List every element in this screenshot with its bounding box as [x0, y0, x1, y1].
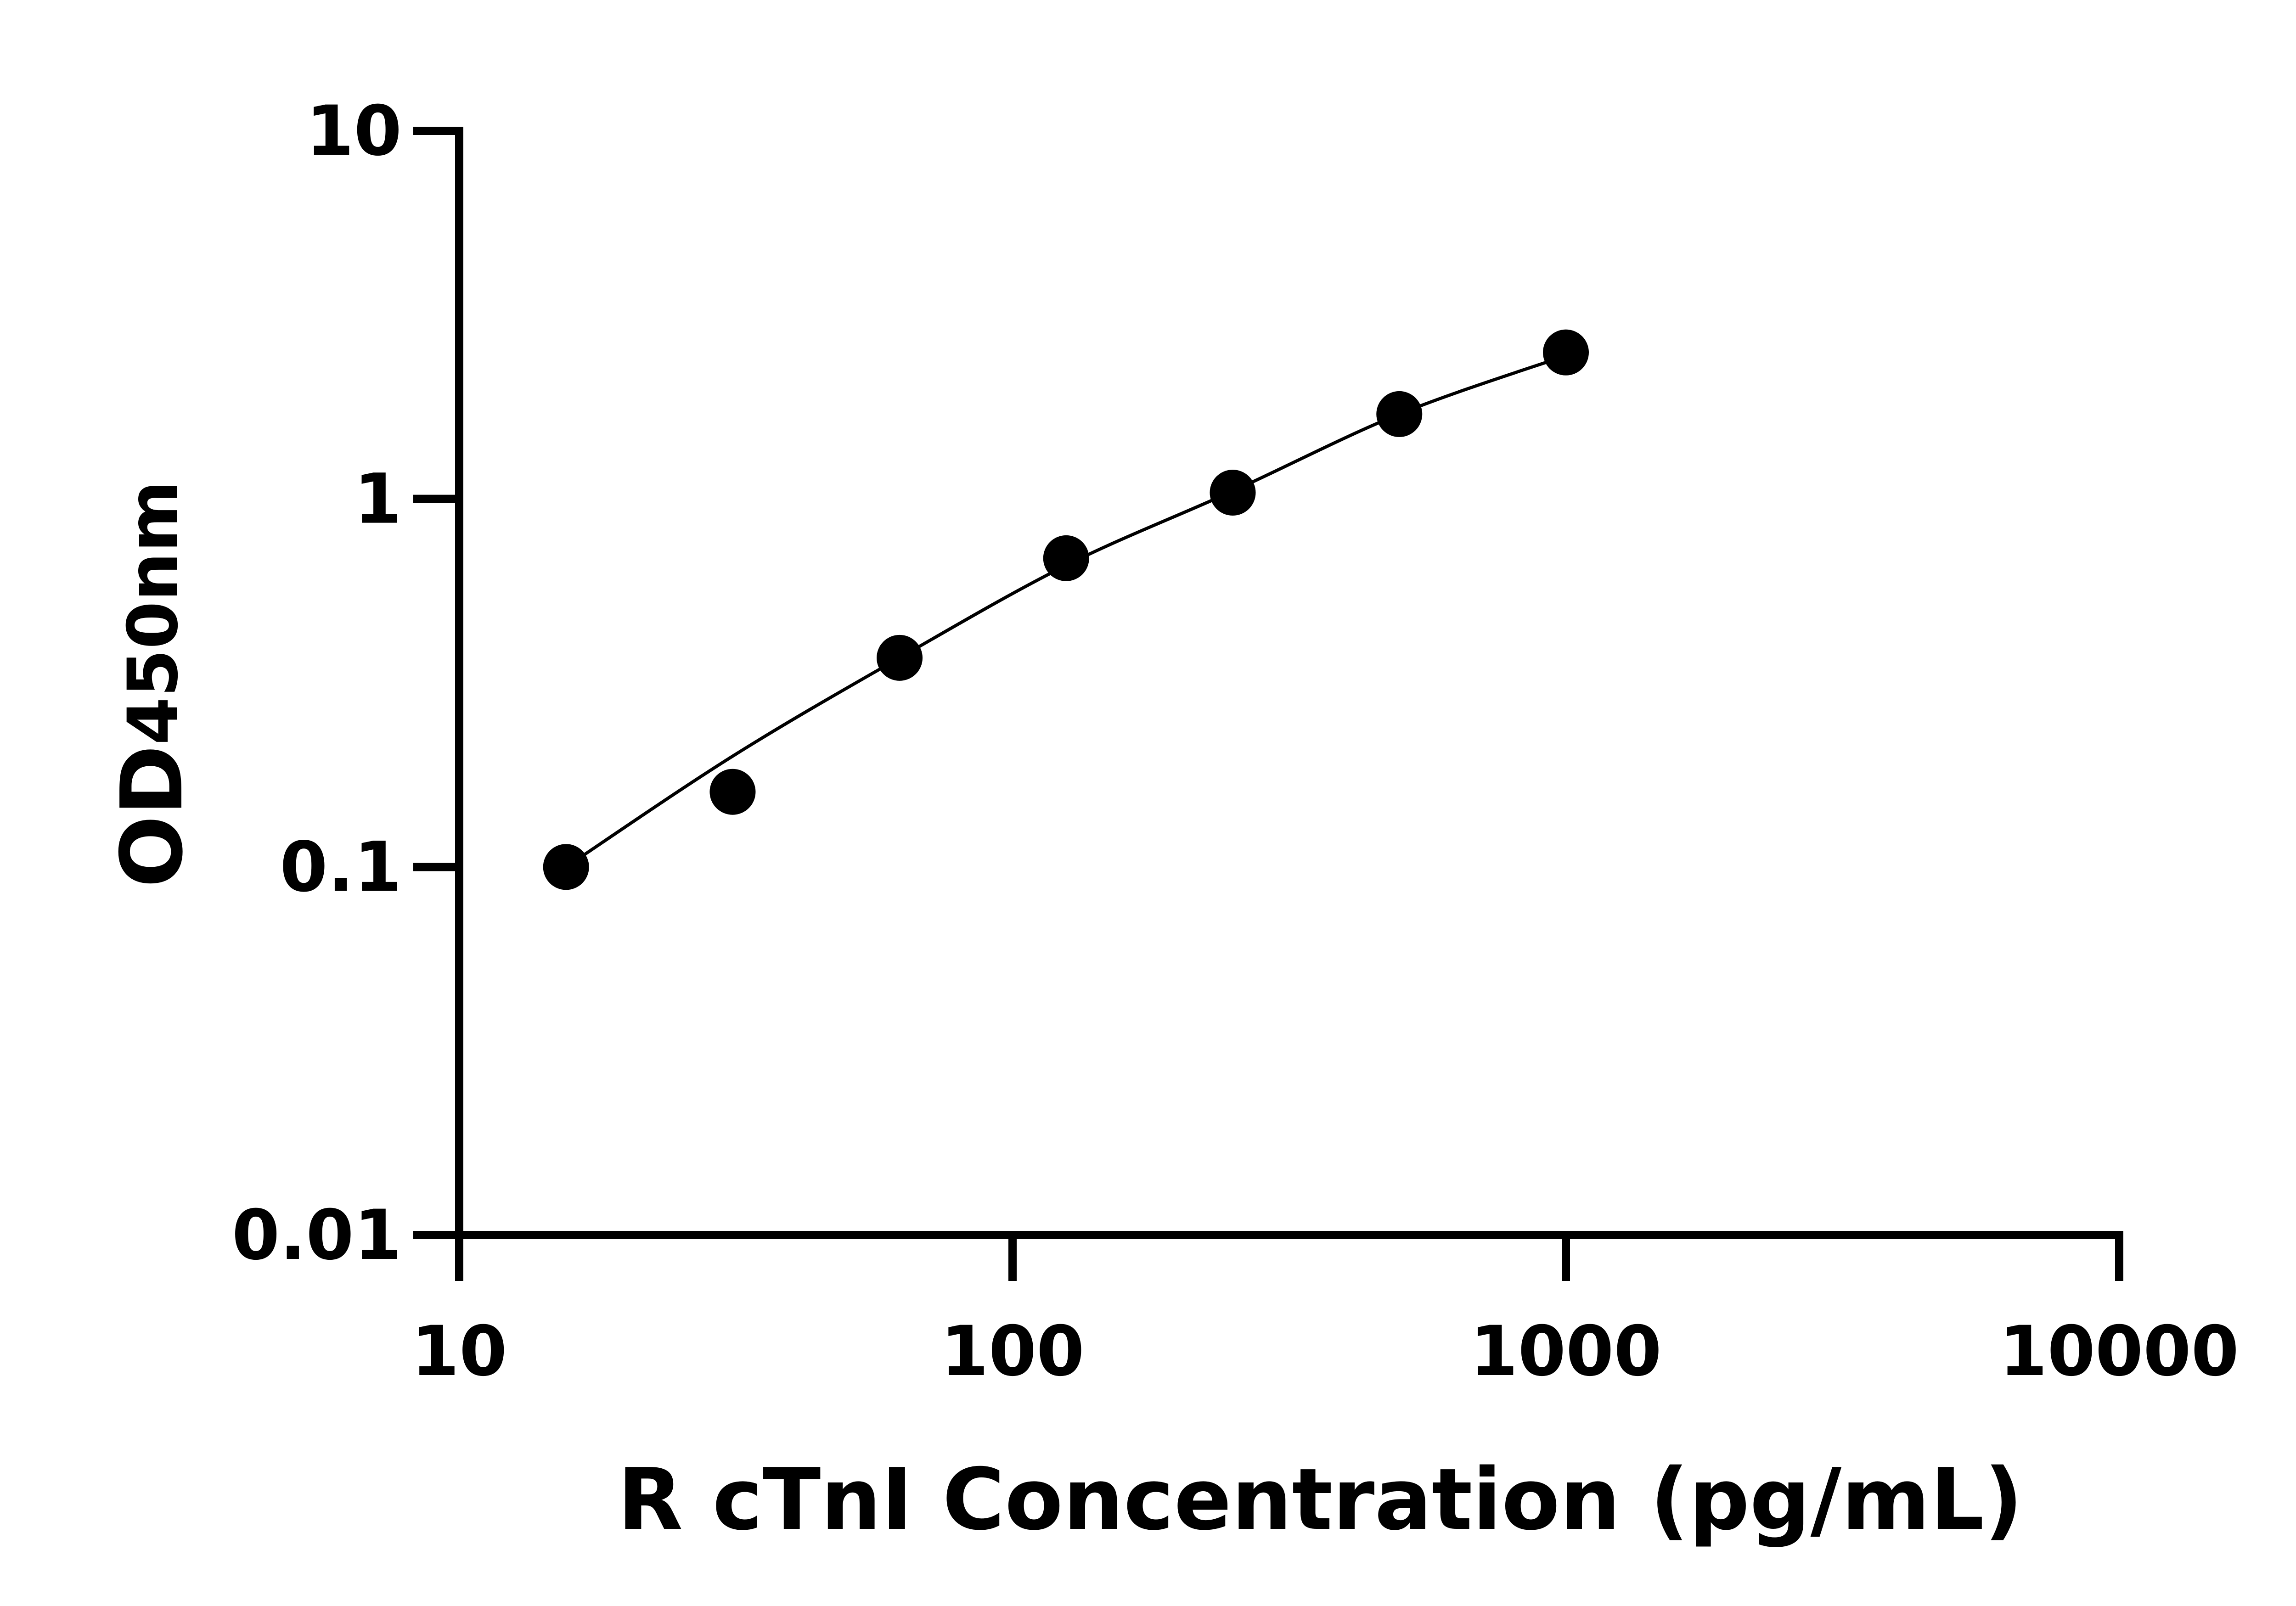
data-points: [543, 329, 1589, 890]
data-point: [709, 769, 756, 815]
data-point: [877, 635, 923, 681]
data-point: [1376, 391, 1423, 437]
x-tick-label: 100: [940, 1312, 1084, 1392]
y-axis-title-sub: 450nm: [113, 480, 193, 745]
y-tick-label: 0.1: [280, 827, 402, 907]
x-axis-ticks: 10 100 1000 10000: [411, 1235, 2239, 1392]
data-point: [1543, 329, 1589, 376]
y-axis-title: OD450nm: [102, 480, 202, 887]
x-tick-label: 10000: [1999, 1312, 2239, 1392]
data-point: [543, 844, 589, 890]
y-axis-ticks: 0.01 0.1 1 10: [232, 91, 459, 1275]
data-point: [1210, 470, 1256, 516]
y-tick-label: 1: [354, 460, 402, 539]
y-axis-title-main: OD: [102, 745, 202, 888]
x-tick-label: 1000: [1470, 1312, 1661, 1392]
x-axis-title: R cTnI Concentration (pg/mL): [618, 1450, 2023, 1549]
x-tick-label: 10: [411, 1312, 507, 1392]
y-tick-label: 0.01: [232, 1196, 402, 1275]
y-tick-label: 10: [306, 91, 402, 171]
data-point: [1043, 535, 1089, 581]
